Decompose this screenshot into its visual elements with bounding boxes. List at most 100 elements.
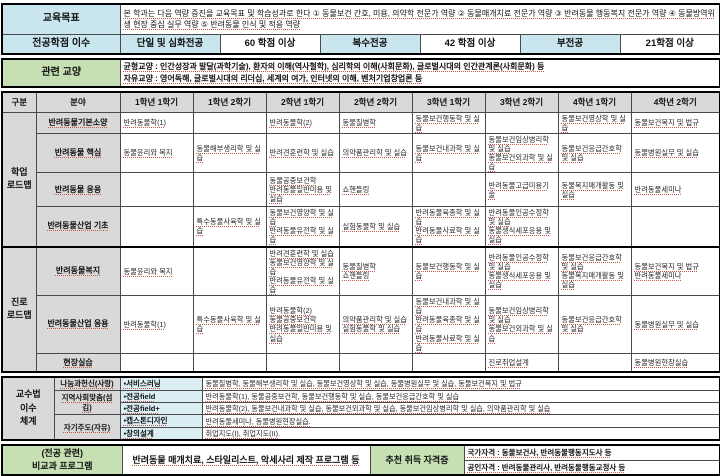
course-cell: 동물공중보건학 반려동물일반미용 및 실습: [265, 172, 340, 208]
header-sem-3-2: 3학년 2학기: [484, 91, 559, 113]
course-cell: 반려견훈련학 및 실습: [265, 132, 340, 174]
extracurricular-label: (전공 관련) 비교과 프로그램: [1, 444, 123, 476]
liberal-arts-label: 관련 교양: [1, 58, 121, 88]
course-cell: 반려동물인공수정학 및 실습 동물생식세포응용 및 실습: [484, 206, 559, 248]
single-major-label: 단일 및 심화전공: [119, 33, 221, 55]
field-basic-literacy: 반려동물기본소양: [35, 111, 121, 134]
header-gubun: 구분: [1, 91, 37, 113]
major-credits-label: 전공학점 이수: [1, 33, 121, 55]
minor-credits: 21학점 이상: [619, 33, 720, 55]
course-cell: 의약품관리학 및 실습: [338, 132, 413, 174]
course-cell: [557, 206, 632, 248]
field-fieldwork: 현장실습: [35, 352, 121, 373]
course-cell: [484, 111, 559, 134]
course-cell: 동물질병학: [338, 111, 413, 134]
field-core: 반려동물 핵심: [35, 132, 121, 174]
method-major-field: ▪전공field: [119, 389, 203, 404]
course-cell: [338, 352, 413, 373]
course-cell: 동물보건임상병리학 및 실습 동물보건외과학 및 실습: [484, 295, 559, 354]
course-cell: [192, 352, 267, 373]
course-list: 취업지도(I), 취업지도(II).: [201, 426, 720, 441]
category-self-directed: 자기주도(자유): [53, 414, 121, 441]
course-cell: 반려동물학(2): [265, 111, 340, 134]
course-cell: [192, 172, 267, 208]
table-row: 반려동물산업 응용 반려동물학(1) 특수동물사육학 및 실습 반려동물학(2)…: [2, 295, 720, 354]
table-row: 자기주도(자유) ▪캡스톤디자인 반려동물세미나, 동물병원현장실습.: [2, 414, 720, 441]
course-cell: 동물병원현장실습: [630, 352, 720, 373]
course-cell: 동물질병학 쇼핸들링: [338, 245, 413, 297]
header-sem-2-1: 2학년 1학기: [265, 91, 340, 113]
course-cell: 동물병원실무 및 실습: [630, 295, 720, 354]
balanced-liberal-line: 균형교양 : 인간성장과 발달(과학기술), 환자의 이해(역사철학), 심리학…: [123, 62, 545, 72]
group-academic-roadmap: 학업 로드맵: [1, 111, 37, 248]
course-cell: 동물보건응급간호학 및 실습: [557, 295, 632, 354]
course-cell: 의약품관리학 및 실습 실험동물학 및 실습: [338, 295, 413, 354]
liberal-arts-table: 관련 교양 균형교양 : 인간성장과 발달(과학기술), 환자의 이해(역사철학…: [1, 58, 720, 88]
course-cell: [119, 352, 194, 373]
course-cell: 동물보건내과학 및 실습 반려동물육종학 및 실습 반려동물사료학 및 실습: [411, 295, 486, 354]
course-list: 반려동물세미나, 동물병원현장실습.: [201, 414, 720, 428]
course-cell: 동물복지매개활동 및 실습: [557, 172, 632, 208]
course-list: 반려동물학(1), 동물공중보건학, 동물보건행동학 및 실습, 동물보건응급간…: [201, 389, 720, 404]
double-major-credits: 42 학점 이상: [419, 33, 521, 55]
national-certs: 국가자격 : 동물보건사, 반려동물행동지도사 등: [463, 444, 720, 461]
course-cell: 동물보건응급간호학 및 실습 동물복지매개활동 및 실습: [557, 245, 632, 297]
course-cell: [411, 172, 486, 208]
table-row: 교수법 이수 체계 나눔과헌신(사랑) ▪서비스러닝 동물질병학, 동물해부생리…: [1, 376, 720, 441]
course-cell: 반려견훈련학 및 실습 동물보건영양학 및 실습 반려동물유전학 및 실습: [265, 245, 340, 297]
course-cell: 실험동물학 및 실습: [338, 206, 413, 248]
header-sem-1-2: 1학년 2학기: [192, 91, 267, 113]
category-sharing: 나눔과헌신(사랑): [53, 376, 121, 391]
course-cell: [192, 111, 267, 134]
double-major-label: 복수전공: [319, 33, 421, 55]
course-cell: [119, 206, 194, 248]
course-cell: 진로취업설계: [484, 352, 559, 373]
course-cell: 반려동물육종학 및 실습 반려동물사료학 및 실습: [411, 206, 486, 248]
course-cell: 동물보건내과학 및 실습: [411, 132, 486, 174]
method-capstone-design: ▪캡스톤디자인: [119, 414, 203, 428]
course-cell: 동물보건응급간호학 및 실습: [557, 132, 632, 174]
course-cell: [630, 206, 720, 248]
group-career-roadmap: 진로 로드맵: [1, 245, 37, 373]
course-cell: 동물보건영상학 및 실습: [557, 111, 632, 134]
table-row: ▪전공field+ 반려동물학(2), 동물보건내과학 및 실습, 동물보건외과…: [2, 402, 720, 416]
group-teaching-method: 교수법 이수 체계: [1, 376, 55, 441]
roadmap-table: 구분 분야 1학년 1학기 1학년 2학기 2학년 1학기 2학년 2학기 3학…: [1, 91, 720, 374]
course-cell: [411, 352, 486, 373]
teaching-method-table: 교수법 이수 체계 나눔과헌신(사랑) ▪서비스러닝 동물질병학, 동물해부생리…: [1, 376, 720, 442]
single-major-credits: 60 학점 이상: [219, 33, 321, 55]
course-cell: [192, 245, 267, 297]
liberal-arts-text: 균형교양 : 인간성장과 발달(과학기술), 환자의 이해(역사철학), 심리학…: [119, 58, 720, 88]
category-community: 지역사회맞춤(섬김): [53, 389, 121, 416]
header-sem-4-2: 4학년 2학기: [630, 91, 720, 113]
minor-label: 부전공: [519, 33, 621, 55]
course-cell: 동물윤리와 복지: [119, 132, 194, 174]
recommended-certs-label: 추천 취득 자격증: [369, 444, 465, 476]
field-welfare: 반려동물복지: [35, 245, 121, 297]
extracurricular-programs: 반려동물 매개치료, 스타일리스트, 악세사리 제작 프로그램 등: [121, 444, 371, 476]
extracurricular-table: (전공 관련) 비교과 프로그램 반려동물 매개치료, 스타일리스트, 악세사리…: [1, 444, 720, 476]
header-sem-4-1: 4학년 1학기: [557, 91, 632, 113]
education-goal-text: 본 학과는 다음 역량 증진을 교육목표 및 학습성과로 한다 ① 동물보건 간…: [119, 3, 720, 35]
method-service-learning: ▪서비스러닝: [119, 376, 203, 391]
course-cell: [119, 172, 194, 208]
course-cell: 동물해부생리학 및 실습: [192, 132, 267, 174]
method-major-field-plus: ▪전공field+: [119, 402, 203, 416]
course-cell: 동물보건임상병리학 및 실습 동물보건외과학 및 실습: [484, 132, 559, 174]
table-row: 반려동물 핵심 동물윤리와 복지 동물해부생리학 및 실습 반려견훈련학 및 실…: [2, 132, 720, 174]
course-cell: 쇼핸들링: [338, 172, 413, 208]
course-cell: 반려동물인공수정학 및 실습 동물생식세포응용 및 실습: [484, 245, 559, 297]
course-cell: 반려동물세미나: [630, 172, 720, 208]
table-row: ▪창의설계 취업지도(I), 취업지도(II).: [2, 426, 720, 441]
private-certs: 공인자격 : 반려동물관리사, 반려동물행동교정사 등: [463, 459, 720, 476]
course-cell: 특수동물사육학 및 실습: [192, 295, 267, 354]
field-applied: 반려동물 응용: [35, 172, 121, 208]
table-row: (전공 관련) 비교과 프로그램 반려동물 매개치료, 스타일리스트, 악세사리…: [1, 444, 720, 476]
table-row: 현장실습 진로취업설계 동물병원현장실습: [2, 352, 720, 373]
course-cell: 동물보건행동학 및 실습: [411, 111, 486, 134]
course-cell: 동물병원실무 및 실습: [630, 132, 720, 174]
course-cell: [557, 352, 632, 373]
course-cell: 동물윤리와 복지: [119, 245, 194, 297]
course-cell: 동물보건복지 및 법규 반려동물세미나: [630, 245, 720, 297]
header-sem-1-1: 1학년 1학기: [119, 91, 194, 113]
